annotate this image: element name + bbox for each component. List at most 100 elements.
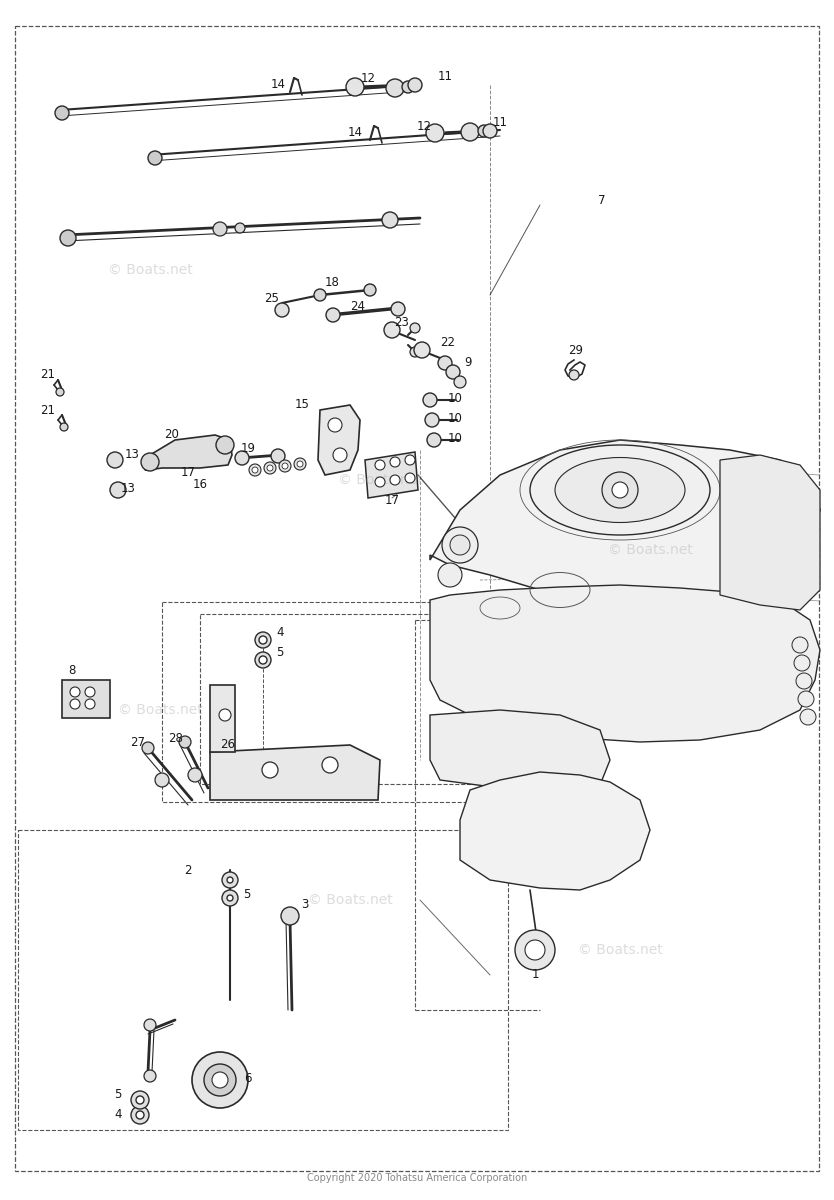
Polygon shape — [145, 434, 232, 470]
Circle shape — [602, 472, 638, 508]
Circle shape — [227, 877, 233, 883]
Text: 28: 28 — [168, 732, 183, 744]
Circle shape — [55, 106, 69, 120]
Circle shape — [478, 125, 490, 137]
Circle shape — [375, 460, 385, 470]
Circle shape — [328, 418, 342, 432]
Bar — [200, 614, 480, 784]
Circle shape — [390, 457, 400, 467]
Circle shape — [264, 462, 276, 474]
Circle shape — [450, 535, 470, 554]
Circle shape — [322, 757, 338, 773]
Circle shape — [142, 742, 154, 754]
Circle shape — [333, 448, 347, 462]
Text: 14: 14 — [270, 78, 285, 90]
Circle shape — [131, 1091, 149, 1109]
Circle shape — [131, 1106, 149, 1124]
Circle shape — [144, 1070, 156, 1082]
Text: 9: 9 — [465, 355, 472, 368]
Circle shape — [410, 323, 420, 332]
Circle shape — [136, 1096, 144, 1104]
Text: © Boats.net: © Boats.net — [578, 943, 662, 958]
Bar — [18, 830, 508, 1130]
Circle shape — [792, 637, 808, 653]
Circle shape — [60, 422, 68, 431]
Circle shape — [442, 527, 478, 563]
Bar — [162, 602, 562, 802]
Text: 5: 5 — [114, 1088, 122, 1102]
Circle shape — [235, 223, 245, 233]
Circle shape — [454, 376, 466, 388]
Circle shape — [70, 698, 80, 709]
Circle shape — [110, 482, 126, 498]
Text: 4: 4 — [276, 625, 284, 638]
Circle shape — [267, 464, 273, 470]
Polygon shape — [210, 685, 235, 752]
Circle shape — [794, 655, 810, 671]
Circle shape — [60, 230, 76, 246]
Polygon shape — [430, 584, 820, 742]
Circle shape — [425, 413, 439, 427]
Text: Copyright 2020 Tohatsu America Corporation: Copyright 2020 Tohatsu America Corporati… — [307, 1174, 527, 1183]
Text: 5: 5 — [244, 888, 251, 901]
Text: 1: 1 — [531, 968, 539, 982]
Circle shape — [382, 212, 398, 228]
Text: 25: 25 — [264, 292, 279, 305]
Text: 13: 13 — [121, 481, 135, 494]
Circle shape — [213, 222, 227, 236]
Text: © Boats.net: © Boats.net — [118, 703, 203, 716]
Text: 21: 21 — [41, 403, 56, 416]
Circle shape — [155, 773, 169, 787]
Polygon shape — [430, 710, 610, 792]
Text: 4: 4 — [114, 1109, 122, 1122]
Circle shape — [148, 151, 162, 164]
Circle shape — [346, 78, 364, 96]
Circle shape — [297, 461, 303, 467]
Text: © Boats.net: © Boats.net — [338, 473, 422, 487]
Circle shape — [279, 460, 291, 472]
Circle shape — [219, 709, 231, 721]
Polygon shape — [430, 440, 820, 608]
Circle shape — [249, 464, 261, 476]
Circle shape — [259, 636, 267, 644]
Text: 7: 7 — [598, 193, 605, 206]
Circle shape — [402, 80, 414, 92]
Circle shape — [281, 907, 299, 925]
Circle shape — [515, 930, 555, 970]
Circle shape — [798, 691, 814, 707]
Text: © Boats.net: © Boats.net — [308, 893, 392, 907]
Circle shape — [262, 762, 278, 778]
Polygon shape — [720, 455, 820, 610]
Circle shape — [255, 652, 271, 668]
Circle shape — [410, 347, 420, 358]
Circle shape — [569, 370, 579, 380]
Circle shape — [141, 452, 159, 470]
Circle shape — [405, 473, 415, 482]
Circle shape — [800, 709, 816, 725]
Circle shape — [216, 436, 234, 454]
Text: © Boats.net: © Boats.net — [108, 263, 193, 277]
Circle shape — [461, 122, 479, 140]
Circle shape — [179, 736, 191, 748]
Circle shape — [192, 1052, 248, 1108]
Text: 5: 5 — [276, 646, 284, 659]
Circle shape — [70, 686, 80, 697]
Circle shape — [427, 433, 441, 446]
Circle shape — [426, 124, 444, 142]
Circle shape — [390, 475, 400, 485]
Circle shape — [391, 302, 405, 316]
Circle shape — [56, 388, 64, 396]
Text: © Boats.net: © Boats.net — [608, 542, 692, 557]
Circle shape — [294, 458, 306, 470]
Circle shape — [384, 322, 400, 338]
Circle shape — [326, 308, 340, 322]
Polygon shape — [460, 772, 650, 890]
Circle shape — [259, 656, 267, 664]
Circle shape — [227, 895, 233, 901]
Text: 12: 12 — [360, 72, 375, 85]
Text: 20: 20 — [164, 428, 179, 442]
Text: 12: 12 — [416, 120, 431, 133]
Polygon shape — [210, 745, 380, 800]
Circle shape — [386, 79, 404, 97]
Text: 24: 24 — [350, 300, 365, 312]
